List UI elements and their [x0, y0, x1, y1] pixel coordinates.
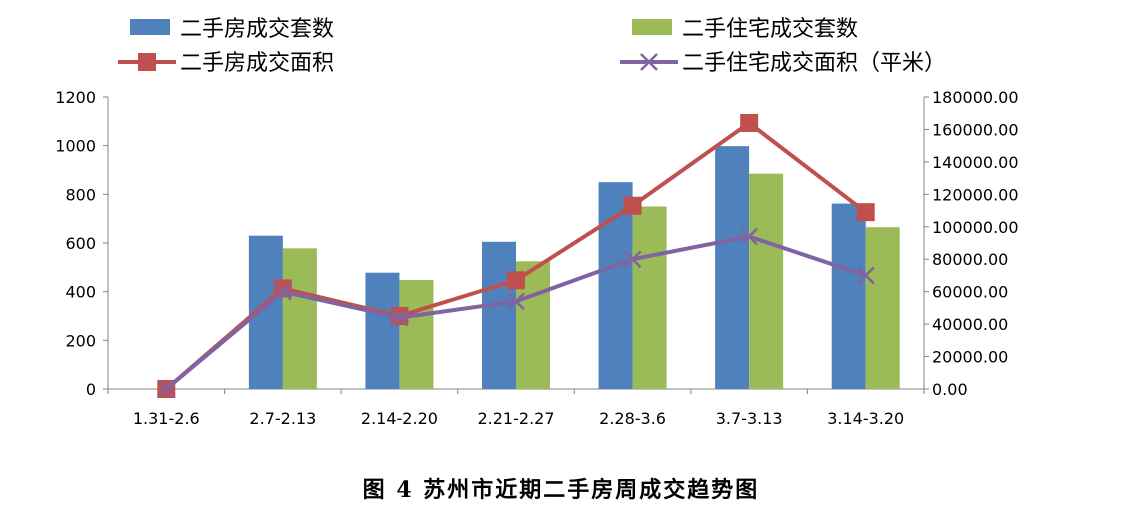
x-tick-label: 3.14-3.20 [827, 409, 904, 428]
x-tick-label: 1.31-2.6 [133, 409, 200, 428]
point-marker-square [856, 203, 875, 222]
bar-listing-units [482, 241, 516, 389]
point-marker-square [740, 113, 759, 132]
y-right-tick-label: 40000.00 [932, 315, 1008, 334]
y-right-tick-label: 80000.00 [932, 250, 1008, 269]
point-marker-x [157, 380, 176, 398]
y-left-tick-label: 600 [65, 234, 96, 253]
y-left-tick-label: 800 [65, 185, 96, 204]
y-left-tick-label: 1200 [55, 88, 96, 107]
y-right-tick-label: 160000.00 [932, 120, 1019, 139]
legend-label: 二手房成交套数 [180, 17, 334, 42]
y-left-tick-label: 0 [86, 380, 96, 399]
point-marker-square [507, 271, 525, 290]
bar-listing-units [831, 203, 866, 389]
point-marker-x [856, 266, 875, 285]
x-tick-label: 2.21-2.27 [477, 409, 554, 428]
legend-swatch-bar [130, 19, 170, 35]
y-left-tick-label: 400 [65, 283, 96, 302]
point-marker-x [273, 282, 292, 301]
bar-residential-units [632, 206, 667, 389]
legend-marker-x [640, 53, 658, 71]
legend-label: 二手住宅成交套数 [682, 17, 858, 42]
point-marker-square [623, 196, 642, 215]
legend-marker-square [138, 53, 156, 71]
x-tick-label: 2.28-3.6 [599, 409, 666, 428]
bar-listing-units [715, 146, 750, 389]
y-right-tick-label: 140000.00 [932, 153, 1019, 172]
bar-listing-units [365, 272, 400, 389]
y-left-tick-label: 200 [65, 331, 96, 350]
legend-label: 二手房成交面积 [180, 51, 334, 76]
point-marker-x [390, 308, 409, 327]
y-right-tick-label: 20000.00 [932, 348, 1008, 367]
bar-residential-units [865, 227, 900, 389]
x-tick-label: 2.14-2.20 [361, 409, 438, 428]
bar-residential-units [399, 279, 434, 389]
bar-residential-units [282, 248, 317, 389]
y-left-tick-label: 1000 [55, 137, 96, 156]
x-tick-label: 2.7-2.13 [249, 409, 316, 428]
y-right-tick-label: 100000.00 [932, 218, 1019, 237]
y-right-tick-label: 0.00 [932, 380, 968, 399]
legend-label: 二手住宅成交面积（平米） [682, 51, 946, 76]
bar-residential-units [749, 173, 784, 389]
y-right-tick-label: 120000.00 [932, 185, 1019, 204]
y-right-tick-label: 180000.00 [932, 88, 1019, 107]
y-right-tick-label: 60000.00 [932, 283, 1008, 302]
point-marker-x [740, 227, 759, 246]
legend-swatch-bar [632, 19, 672, 35]
point-marker-x [623, 250, 642, 269]
point-marker-x [507, 292, 525, 311]
x-tick-label: 3.7-3.13 [716, 409, 783, 428]
chart-caption: 图 4 苏州市近期二手房周成交趋势图 [362, 477, 760, 503]
